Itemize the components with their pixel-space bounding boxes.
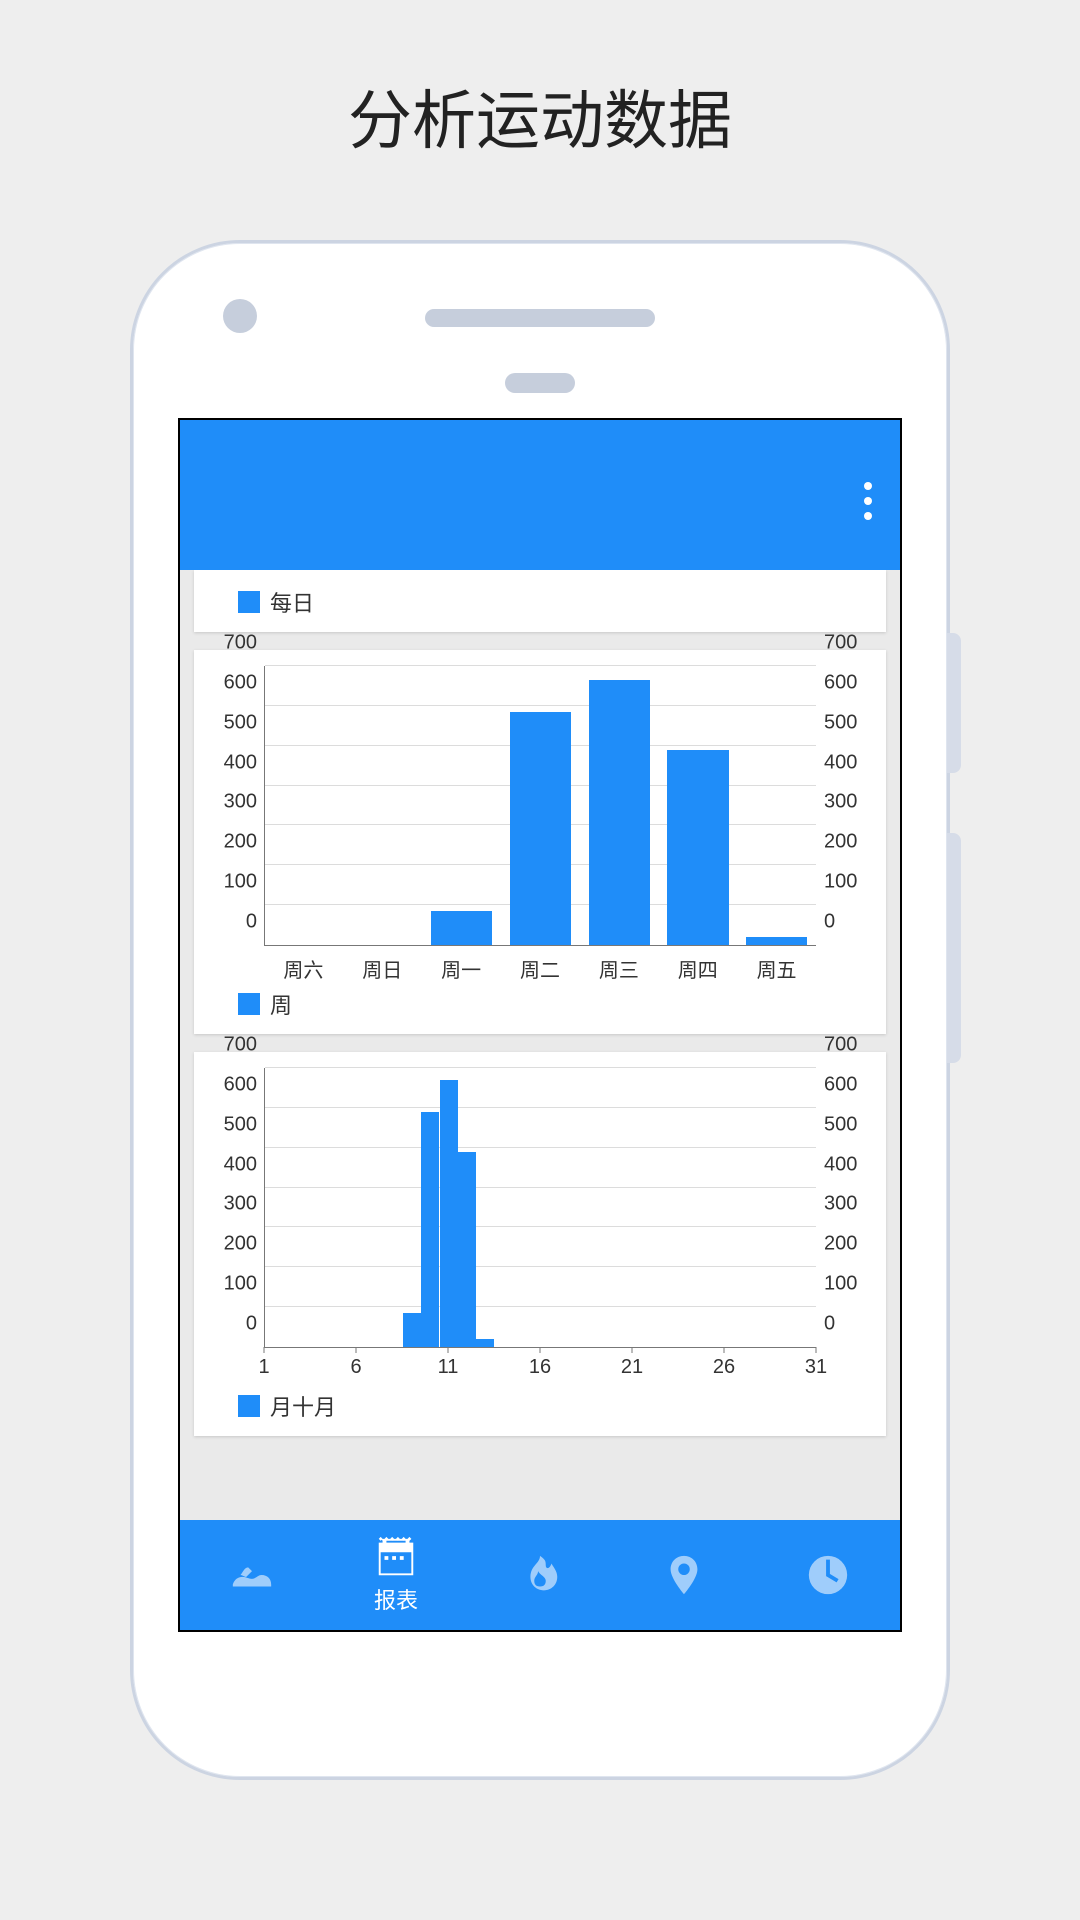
phone-frame: 每日 0010010020020030030040040050050060060… <box>130 240 950 1780</box>
y-tick-label: 0 <box>246 1313 257 1336</box>
bar <box>458 1152 476 1347</box>
x-tick-label: 周五 <box>757 954 797 983</box>
bar <box>476 1339 494 1347</box>
nav-label: 报表 <box>374 1583 418 1615</box>
y-tick-label: 500 <box>824 1113 857 1136</box>
x-tick-label: 26 <box>713 1356 735 1379</box>
y-tick-label: 600 <box>224 1073 257 1096</box>
legend-daily: 每日 <box>238 586 876 618</box>
x-tick-label: 周六 <box>283 954 323 983</box>
bar <box>431 911 492 945</box>
y-tick-label: 200 <box>824 831 857 854</box>
y-tick-label: 600 <box>824 671 857 694</box>
flame-icon <box>517 1552 563 1598</box>
y-tick-label: 600 <box>224 671 257 694</box>
y-tick-label: 700 <box>224 632 257 655</box>
y-tick-label: 400 <box>224 1153 257 1176</box>
y-tick-label: 100 <box>224 1273 257 1296</box>
nav-reports[interactable]: 报表 <box>324 1520 468 1630</box>
legend-swatch <box>238 993 260 1015</box>
bottom-nav: 报表 <box>180 1520 900 1630</box>
bar <box>440 1080 458 1347</box>
legend-swatch <box>238 591 260 613</box>
x-tick-label: 周四 <box>678 954 718 983</box>
y-tick-label: 300 <box>224 791 257 814</box>
x-tick-label: 周一 <box>441 954 481 983</box>
y-tick-label: 200 <box>224 831 257 854</box>
y-tick-label: 0 <box>824 1313 835 1336</box>
x-tick-label: 16 <box>529 1356 551 1379</box>
card-weekly: 0010010020020030030040040050050060060070… <box>194 650 886 1034</box>
y-tick-label: 500 <box>224 1113 257 1136</box>
y-tick-label: 200 <box>224 1233 257 1256</box>
calendar-icon <box>373 1535 419 1581</box>
clock-icon <box>805 1552 851 1598</box>
y-tick-label: 300 <box>224 1193 257 1216</box>
y-tick-label: 700 <box>824 632 857 655</box>
y-tick-label: 600 <box>824 1073 857 1096</box>
nav-activity[interactable] <box>180 1520 324 1630</box>
y-tick-label: 0 <box>246 911 257 934</box>
app-header <box>180 420 900 570</box>
card-daily: 每日 <box>194 570 886 632</box>
y-tick-label: 500 <box>824 711 857 734</box>
legend-monthly: 月十月 <box>238 1390 876 1422</box>
x-tick-label: 周三 <box>599 954 639 983</box>
y-tick-label: 700 <box>224 1034 257 1057</box>
y-tick-label: 100 <box>224 871 257 894</box>
chart-weekly: 0010010020020030030040040050050060060070… <box>204 666 876 982</box>
y-tick-label: 400 <box>824 1153 857 1176</box>
phone-screen: 每日 0010010020020030030040040050050060060… <box>178 418 902 1632</box>
phone-camera-dot <box>223 299 257 333</box>
y-tick-label: 300 <box>824 791 857 814</box>
location-pin-icon <box>661 1552 707 1598</box>
y-tick-label: 200 <box>824 1233 857 1256</box>
scroll-area[interactable]: 每日 0010010020020030030040040050050060060… <box>180 570 900 1520</box>
y-tick-label: 300 <box>824 1193 857 1216</box>
card-monthly: 0010010020020030030040040050050060060070… <box>194 1052 886 1436</box>
y-tick-label: 400 <box>824 751 857 774</box>
legend-label: 月十月 <box>270 1390 336 1422</box>
bar <box>746 937 807 945</box>
y-tick-label: 0 <box>824 911 835 934</box>
legend-label: 周 <box>270 988 292 1020</box>
bar <box>403 1313 421 1347</box>
x-tick-label: 11 <box>438 1356 459 1379</box>
bar <box>510 712 571 945</box>
bar <box>421 1112 439 1347</box>
page-title: 分析运动数据 <box>0 0 1080 162</box>
x-tick-label: 周日 <box>362 954 402 983</box>
x-tick-label: 周二 <box>520 954 560 983</box>
x-tick-label: 21 <box>621 1356 643 1379</box>
x-tick-label: 1 <box>258 1356 269 1379</box>
nav-time[interactable] <box>756 1520 900 1630</box>
phone-side-button <box>947 833 961 1063</box>
legend-label: 每日 <box>270 586 314 618</box>
bar <box>589 680 650 945</box>
shoe-icon <box>229 1552 275 1598</box>
phone-side-button <box>947 633 961 773</box>
legend-weekly: 周 <box>238 988 876 1020</box>
y-tick-label: 700 <box>824 1034 857 1057</box>
nav-location[interactable] <box>612 1520 756 1630</box>
y-tick-label: 100 <box>824 871 857 894</box>
phone-speaker <box>425 309 655 327</box>
overflow-menu-icon[interactable] <box>864 482 872 520</box>
phone-sensor <box>505 373 575 393</box>
legend-swatch <box>238 1395 260 1417</box>
nav-calories[interactable] <box>468 1520 612 1630</box>
x-tick-label: 6 <box>350 1356 361 1379</box>
chart-monthly: 0010010020020030030040040050050060060070… <box>204 1068 876 1384</box>
y-tick-label: 400 <box>224 751 257 774</box>
x-tick-label: 31 <box>805 1356 827 1379</box>
y-tick-label: 100 <box>824 1273 857 1296</box>
bar <box>667 750 728 945</box>
y-tick-label: 500 <box>224 711 257 734</box>
